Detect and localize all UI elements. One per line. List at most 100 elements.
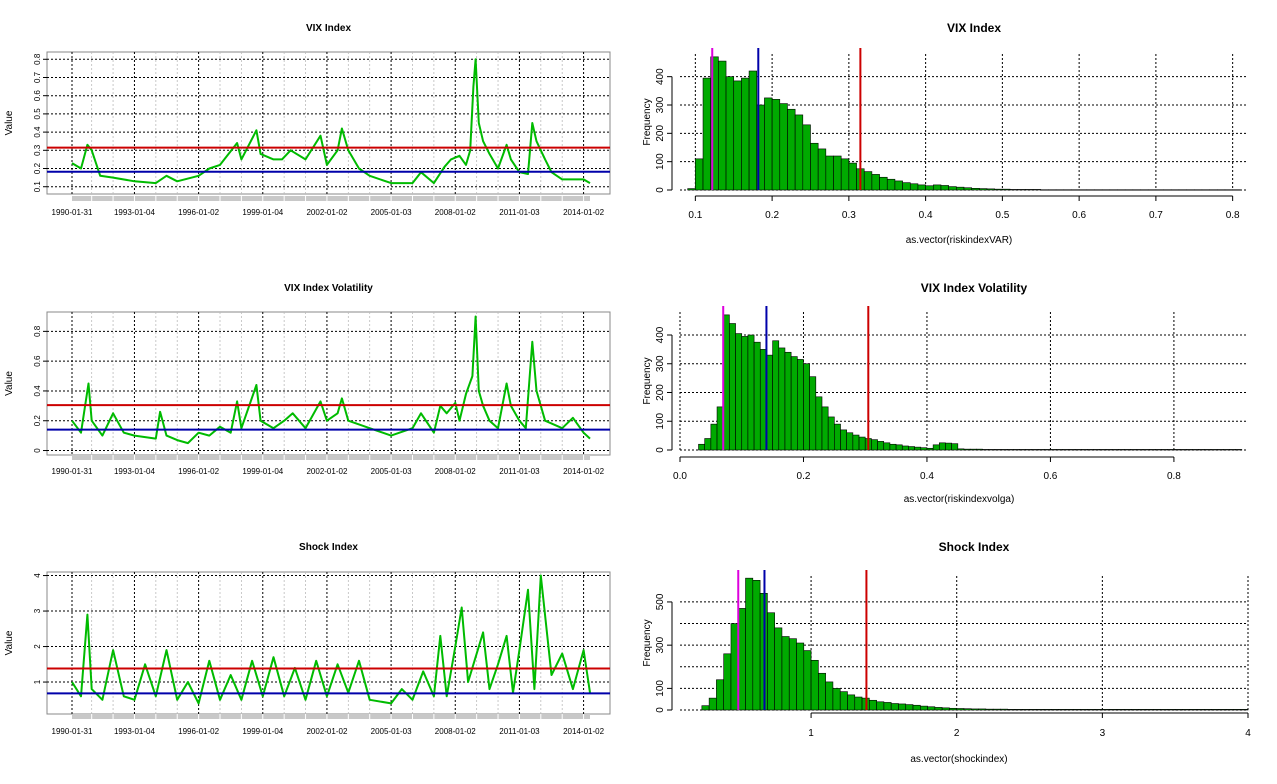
histogram-bar: [901, 445, 909, 451]
histogram-bar: [1201, 189, 1210, 191]
y-tick-label: 0: [655, 447, 666, 453]
histogram-bar: [730, 623, 739, 711]
histogram-bar: [1116, 709, 1125, 711]
y-axis-label: Value: [4, 371, 15, 396]
histogram-bar: [1211, 709, 1220, 711]
histogram-bar: [771, 99, 781, 191]
histogram-bar: [1006, 449, 1014, 451]
histogram-bar: [1021, 709, 1030, 711]
histogram-bar: [704, 438, 712, 451]
histogram-bar: [1117, 189, 1126, 191]
y-tick-label: 0.8: [33, 325, 42, 337]
histogram-bar: [825, 155, 834, 191]
histogram-bar: [1142, 449, 1150, 451]
x-tick-label: 2005-01-03: [371, 727, 412, 736]
y-tick-label: 2: [33, 644, 42, 649]
x-tick-label: 0.1: [688, 210, 702, 221]
x-tick-label: 2014-01-02: [563, 467, 604, 476]
histogram-bar: [723, 653, 732, 711]
histogram-bar: [1094, 709, 1103, 711]
histogram-bar: [920, 705, 928, 711]
y-tick-label: 0.2: [33, 162, 42, 174]
x-tick-label: 2011-01-03: [499, 467, 540, 476]
histogram-bar: [894, 180, 903, 191]
histogram-bar: [1123, 709, 1132, 711]
histogram-bar: [781, 636, 790, 711]
histogram-bar: [932, 184, 942, 191]
histogram-bar: [1101, 189, 1111, 191]
histogram-bar: [1094, 189, 1103, 191]
histogram-bar: [994, 449, 1002, 451]
histogram-bar: [779, 103, 788, 191]
histogram-bar: [716, 679, 724, 711]
x-tick-label: 1996-01-02: [178, 208, 219, 217]
histogram-bar: [1031, 449, 1039, 451]
histogram-bar: [1111, 449, 1119, 451]
y-tick-label: 0.4: [33, 126, 42, 138]
histogram-bar: [1132, 189, 1141, 191]
histogram-bar: [1086, 189, 1095, 191]
histogram-bar: [810, 659, 819, 711]
histogram-bar: [1062, 449, 1070, 451]
histogram-bar: [1161, 449, 1169, 451]
histogram-bar: [1002, 188, 1011, 191]
histogram-bar: [1025, 449, 1033, 451]
histogram-bar: [767, 612, 775, 711]
x-tick-label: 2002-01-02: [306, 467, 347, 476]
histogram-bar: [815, 396, 823, 451]
histogram-bar: [1170, 189, 1180, 191]
histogram-bar: [939, 442, 946, 451]
histogram-bar: [1173, 449, 1181, 451]
histogram-bar: [701, 705, 710, 711]
histogram-bar: [1155, 449, 1162, 451]
histogram-bar: [1014, 709, 1023, 711]
histogram-bar: [832, 688, 841, 711]
histogram-bar: [948, 186, 957, 191]
chart-title: VIX Index Volatility: [921, 281, 1028, 295]
histogram-bar: [1233, 709, 1242, 711]
histogram-bar: [1081, 449, 1088, 451]
histogram-bar: [889, 443, 897, 451]
histogram-bar: [778, 347, 786, 451]
histogram-bar: [1124, 189, 1134, 191]
histogram-bar: [912, 704, 921, 711]
x-tick-label: 2005-01-03: [371, 467, 412, 476]
x-tick-label: 2: [954, 728, 960, 739]
histogram-bar: [737, 608, 746, 711]
histogram-bar: [920, 447, 928, 451]
histogram-bar: [825, 681, 834, 711]
histogram-bar: [1000, 708, 1008, 711]
histogram-bar: [788, 638, 797, 711]
axis-band: [72, 714, 590, 719]
histogram-bar: [963, 448, 971, 451]
y-tick-label: 0: [655, 187, 666, 193]
histogram-bar: [809, 376, 817, 451]
y-tick-label: 300: [655, 96, 666, 113]
histogram-bar: [1072, 709, 1081, 711]
histogram-bar: [902, 182, 911, 191]
histogram-bar: [1071, 189, 1080, 191]
x-tick-label: 1993-01-04: [114, 727, 155, 736]
histogram-bar: [803, 650, 812, 711]
histogram-panel-0: 0.1 0.2 0.3 0.4 0.5 0.6 0.7 0.8 0 100 200 300 400 VIX…: [642, 21, 1248, 246]
chart-title: Shock Index: [299, 542, 358, 553]
x-tick-label: 0.6: [1043, 471, 1057, 482]
histogram-panel-1: 0.0 0.2 0.4 0.6 0.8 0 100 200 300 400 VIX Index Vo…: [642, 281, 1248, 505]
histogram-bar: [1078, 189, 1088, 191]
x-tick-label: 4: [1245, 728, 1251, 739]
histogram-bar: [1055, 189, 1065, 191]
histogram-bar: [708, 697, 717, 711]
histogram-bar: [687, 188, 696, 191]
histogram-bar: [852, 434, 860, 451]
x-tick-label: 1999-01-04: [242, 727, 283, 736]
histogram-bar: [951, 443, 959, 451]
histogram-bar: [1087, 449, 1094, 451]
histogram-bar: [1032, 189, 1042, 191]
histogram-bar: [945, 442, 952, 451]
x-axis-label: as.vector(riskindexvolga): [904, 494, 1015, 505]
line-panel-1: 0 0.2 0.4 0.6 0.8 1990-01-31 1993-01-04 1996-01…: [4, 283, 611, 476]
histogram-bar: [847, 694, 856, 711]
x-tick-label: 1990-01-31: [52, 727, 93, 736]
